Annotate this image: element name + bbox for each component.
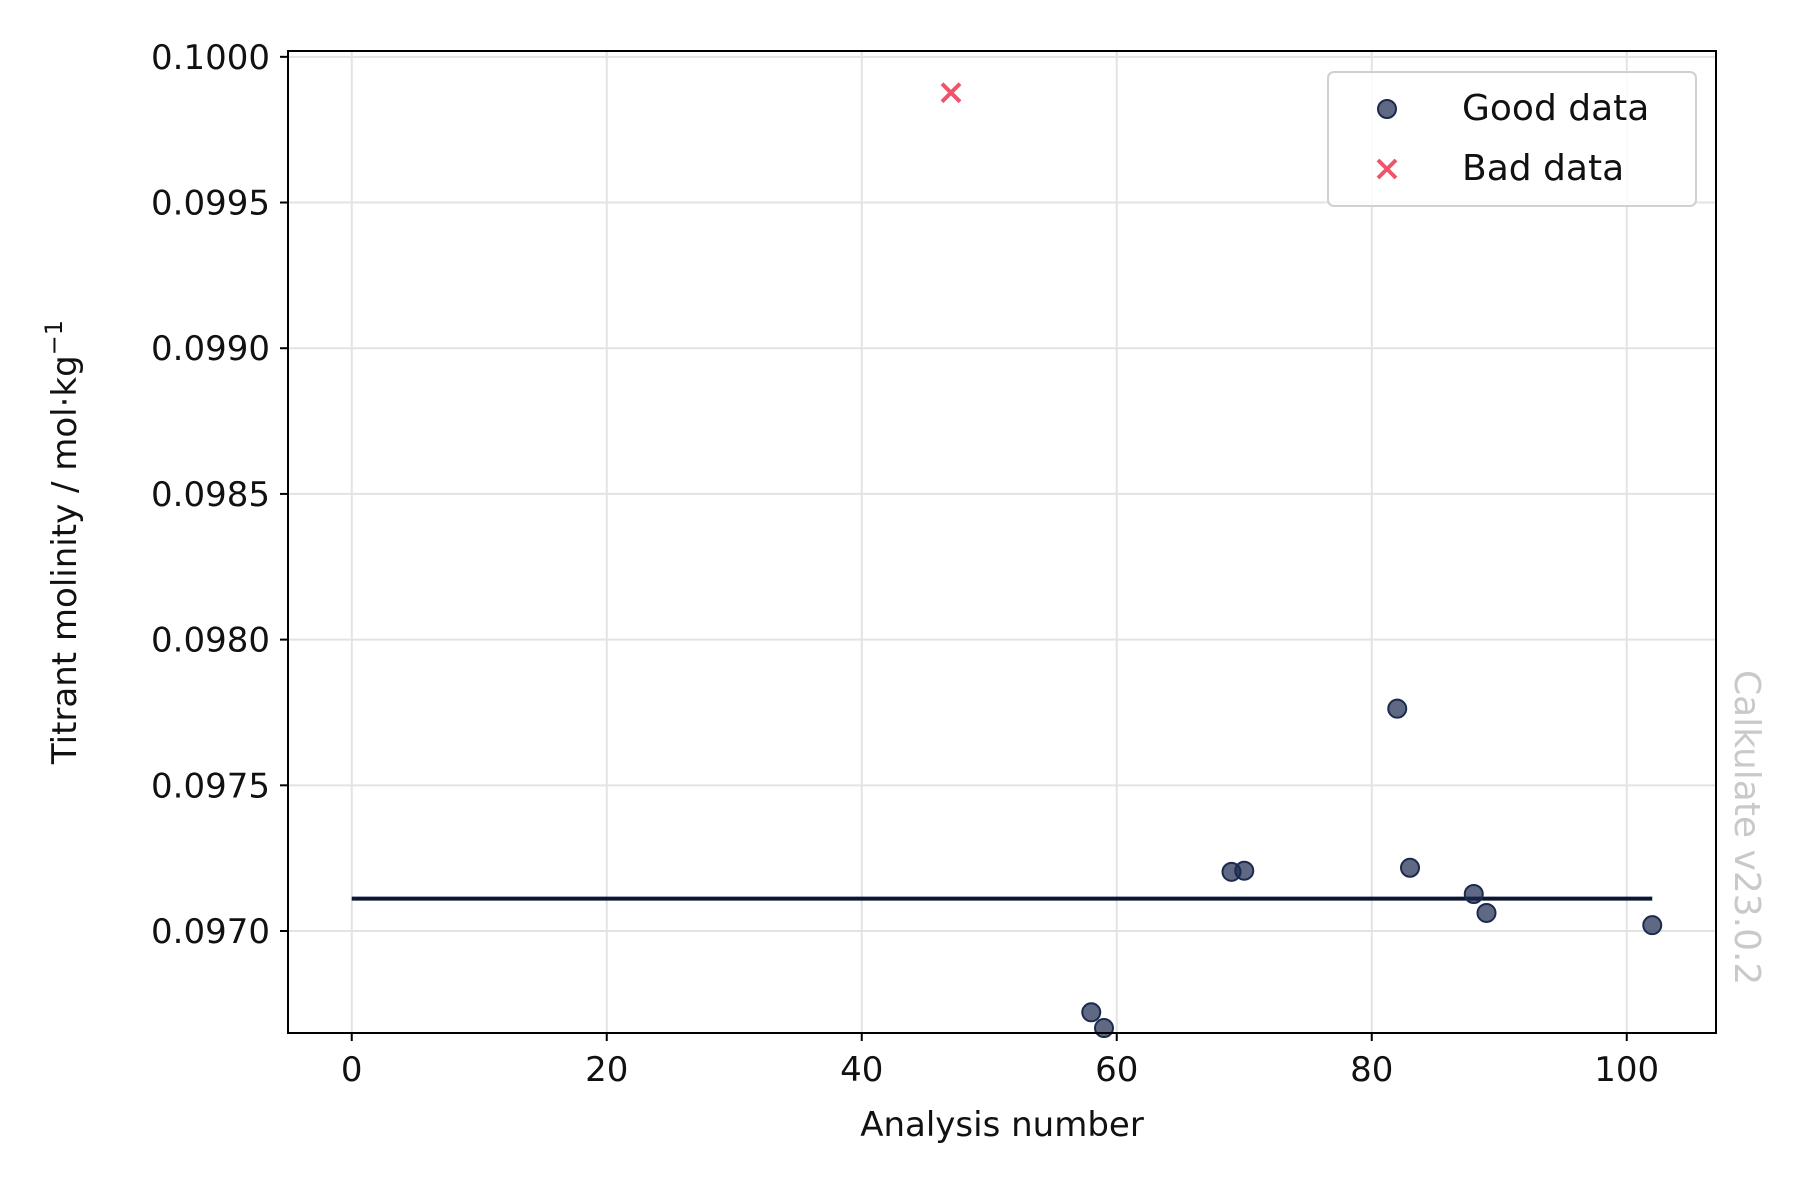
x-marker-stroke <box>940 82 962 104</box>
y-tick-label: 0.0980 <box>151 621 270 661</box>
legend-good-data-marker <box>1377 99 1397 119</box>
plot-frame <box>287 50 1717 1034</box>
y-tick-label: 0.0985 <box>151 475 270 515</box>
x-tick-label: 100 <box>1594 1050 1659 1090</box>
good-data-point <box>1081 1002 1102 1023</box>
good-data-point <box>1476 902 1497 923</box>
good-data-point <box>1387 698 1408 719</box>
x-axis-title: Analysis number <box>860 1105 1144 1145</box>
grid-lines <box>288 51 1716 1033</box>
legend-bad-x <box>1376 158 1398 180</box>
y-tick-label: 0.1000 <box>151 38 270 78</box>
x-tick-label: 40 <box>840 1050 883 1090</box>
x-marker-stroke <box>1376 158 1398 180</box>
data-points <box>940 82 1663 1039</box>
good-data-point <box>1094 1018 1114 1039</box>
good-data-point <box>1234 860 1255 881</box>
y-axis-title: Titrant molinity / mol·kg−1 <box>40 320 85 765</box>
bad-data-point <box>940 82 962 104</box>
legend: Good data Bad data <box>1327 71 1697 207</box>
y-axis-title-superscript: −1 <box>40 320 68 355</box>
y-tick-label: 0.0975 <box>151 766 270 806</box>
x-tick-label: 60 <box>1095 1050 1138 1090</box>
x-tick-label: 80 <box>1350 1050 1393 1090</box>
axis-ticks: 0 20 40 60 80 100 0.0970 0.0975 0.0980 0.0985 0.09… <box>151 38 1659 1090</box>
good-data-point <box>1642 915 1663 936</box>
x-tick-label: 0 <box>341 1050 363 1090</box>
legend-bad-data-label: Bad data <box>1462 148 1624 189</box>
y-axis-title-main: Titrant molinity / mol·kg <box>45 355 85 765</box>
good-data-point <box>1400 857 1420 878</box>
legend-good-data-label: Good data <box>1462 88 1649 129</box>
y-tick-label: 0.0990 <box>151 329 270 369</box>
x-tick-label: 20 <box>585 1050 628 1090</box>
legend-bad-data-marker <box>1376 158 1398 180</box>
legend-box <box>1327 71 1697 207</box>
y-tick-label: 0.0995 <box>151 184 270 224</box>
good-data-point <box>1463 884 1484 905</box>
y-tick-label: 0.0970 <box>151 912 270 952</box>
watermark: Calkulate v23.0.2 <box>1726 670 1767 985</box>
